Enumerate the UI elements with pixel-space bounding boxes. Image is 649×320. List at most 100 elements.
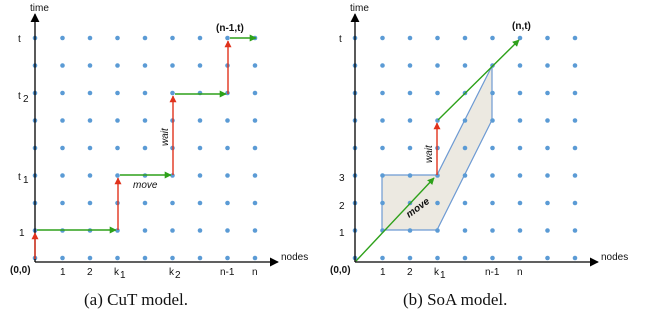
grid-dot xyxy=(87,63,93,68)
grid-dot xyxy=(462,35,468,41)
grid-dot xyxy=(572,35,578,41)
panel-a-x-tick-k2: k 2 xyxy=(169,267,181,281)
grid-dot xyxy=(115,90,120,96)
panel-a-x-tick-k1: k 1 xyxy=(114,267,126,281)
grid-dot xyxy=(517,118,523,123)
grid-dot xyxy=(115,35,120,41)
panel-a-time-axis-label: time xyxy=(30,3,49,14)
grid-dot xyxy=(87,200,93,206)
grid-dot xyxy=(87,145,93,151)
grid-dot xyxy=(462,63,468,68)
grid-dot xyxy=(407,255,413,261)
grid-dot xyxy=(60,200,65,206)
svg-text:k: k xyxy=(114,267,120,278)
grid-dot xyxy=(572,200,578,206)
panel-a-x-tick-n: n xyxy=(252,267,258,278)
panel-a-y-tick-t: t xyxy=(18,34,21,45)
svg-text:1: 1 xyxy=(440,270,446,281)
panel-b-path xyxy=(355,39,520,262)
grid-dot xyxy=(380,173,385,178)
grid-dot xyxy=(142,145,148,151)
grid-dot xyxy=(545,35,550,41)
grid-dot xyxy=(60,255,65,261)
panel-a-y-tick-t1-sub: 1 xyxy=(23,175,29,186)
grid-dot xyxy=(435,63,440,68)
grid-dot xyxy=(572,173,578,178)
panel-a-dot-grid xyxy=(32,35,258,261)
grid-dot xyxy=(572,228,578,233)
grid-dot xyxy=(225,255,230,261)
grid-dot xyxy=(225,173,230,178)
grid-dot xyxy=(252,118,258,123)
grid-dot xyxy=(380,255,385,261)
grid-dot xyxy=(545,173,550,178)
svg-text:k: k xyxy=(169,267,175,278)
grid-dot xyxy=(170,63,175,68)
grid-dot xyxy=(197,63,203,68)
grid-dot xyxy=(462,255,468,261)
panel-a: time nodes (0,0) 1 t 1 t 2 t 1 2 k 1 k 2… xyxy=(10,3,308,309)
grid-dot xyxy=(115,173,120,178)
grid-dot xyxy=(380,63,385,68)
move-arrow xyxy=(355,177,435,262)
svg-text:k: k xyxy=(434,267,440,278)
grid-dot xyxy=(87,255,93,261)
panel-a-x-tick-n-1: n-1 xyxy=(220,267,235,278)
grid-dot xyxy=(435,200,440,206)
grid-dot xyxy=(87,118,93,123)
grid-dot xyxy=(517,173,523,178)
grid-dot xyxy=(197,200,203,206)
grid-dot xyxy=(252,200,258,206)
svg-text:1: 1 xyxy=(120,270,126,281)
grid-dot xyxy=(252,90,258,96)
grid-dot xyxy=(572,118,578,123)
grid-dot xyxy=(490,173,495,178)
grid-dot xyxy=(462,228,468,233)
svg-text:2: 2 xyxy=(175,270,181,281)
grid-dot xyxy=(545,63,550,68)
grid-dot xyxy=(407,145,413,151)
grid-dot xyxy=(545,228,550,233)
grid-dot xyxy=(435,228,440,233)
grid-dot xyxy=(142,228,148,233)
panel-b-dot-grid xyxy=(352,35,578,261)
grid-dot xyxy=(380,118,385,123)
grid-dot xyxy=(225,200,230,206)
grid-dot xyxy=(142,118,148,123)
panel-b-end-label: (n,t) xyxy=(512,21,531,32)
grid-dot xyxy=(252,145,258,151)
grid-dot xyxy=(170,90,175,96)
grid-dot xyxy=(142,90,148,96)
grid-dot xyxy=(572,90,578,96)
grid-dot xyxy=(142,63,148,68)
grid-dot xyxy=(517,228,523,233)
grid-dot xyxy=(225,118,230,123)
grid-dot xyxy=(490,228,495,233)
grid-dot xyxy=(142,35,148,41)
grid-dot xyxy=(490,145,495,151)
grid-dot xyxy=(115,145,120,151)
panel-b-wait-label: wait xyxy=(424,144,435,163)
grid-dot xyxy=(517,145,523,151)
grid-dot xyxy=(170,35,175,41)
grid-dot xyxy=(60,35,65,41)
grid-dot xyxy=(407,35,413,41)
panel-a-y-tick-1: 1 xyxy=(19,228,25,239)
grid-dot xyxy=(87,90,93,96)
grid-dot xyxy=(380,35,385,41)
grid-dot xyxy=(142,200,148,206)
grid-dot xyxy=(462,200,468,206)
grid-dot xyxy=(197,255,203,261)
grid-dot xyxy=(60,63,65,68)
grid-dot xyxy=(545,145,550,151)
panel-a-wait-label: wait xyxy=(160,127,171,146)
panel-a-x-tick-1: 1 xyxy=(60,267,66,278)
grid-dot xyxy=(407,228,413,233)
panel-b-y-tick-1: 1 xyxy=(339,228,345,239)
grid-dot xyxy=(170,228,175,233)
grid-dot xyxy=(490,90,495,96)
grid-dot xyxy=(435,90,440,96)
grid-dot xyxy=(380,90,385,96)
grid-dot xyxy=(435,35,440,41)
